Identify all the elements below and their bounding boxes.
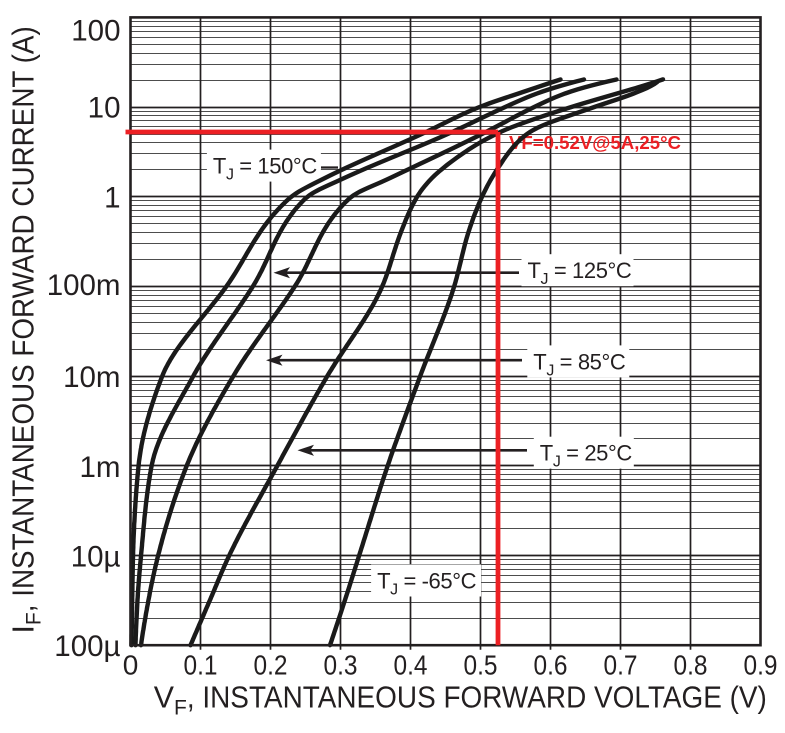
svg-text:0.4: 0.4 [394,650,428,681]
svg-text:0.2: 0.2 [254,650,288,681]
svg-text:0.7: 0.7 [604,650,638,681]
svg-text:1: 1 [104,181,120,214]
svg-text:TJ = 25°C: TJ = 25°C [540,441,633,471]
svg-text:0.9: 0.9 [744,650,778,681]
svg-text:IF, INSTANTANEOUS FORWARD CURR: IF, INSTANTANEOUS FORWARD CURRENT (A) [8,26,46,633]
svg-text:100m: 100m [47,269,121,302]
svg-text:0.8: 0.8 [674,650,708,681]
svg-text:VF, INSTANTANEOUS FORWARD VOLT: VF, INSTANTANEOUS FORWARD VOLTAGE (V) [154,682,767,720]
svg-text:0.1: 0.1 [184,650,218,681]
svg-text:1m: 1m [80,451,121,484]
svg-text:0.3: 0.3 [324,650,358,681]
svg-text:10µ: 10µ [71,541,121,574]
svg-text:0: 0 [123,650,139,681]
svg-text:10: 10 [88,92,121,125]
svg-text:0.6: 0.6 [534,650,568,681]
svg-text:100: 100 [71,15,120,48]
svg-text:10m: 10m [63,361,120,394]
svg-text:100µ: 100µ [54,630,120,663]
svg-text:0.5: 0.5 [464,650,498,681]
svg-text:VF=0.52V@5A,25°C: VF=0.52V@5A,25°C [509,133,681,153]
